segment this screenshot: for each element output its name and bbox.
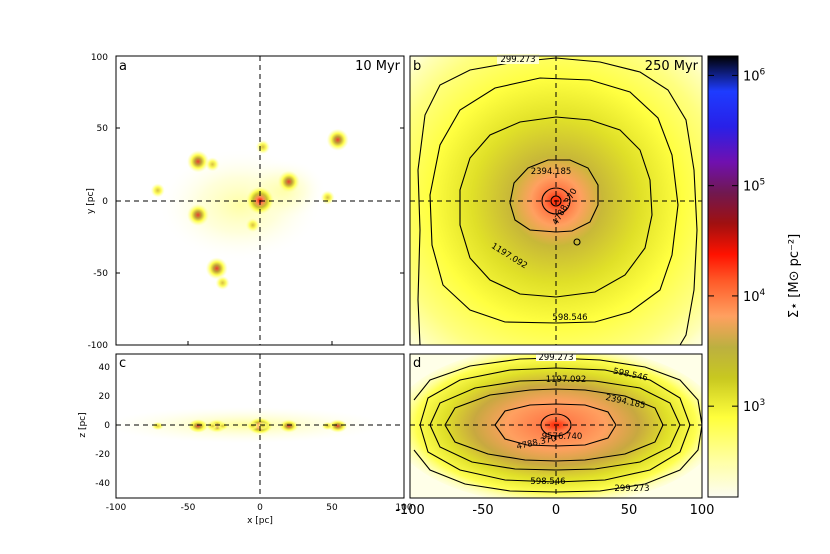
panel-d-frame	[409, 353, 703, 499]
x-tick-label: 100	[690, 503, 715, 518]
clump-4	[205, 257, 228, 280]
y-tick-label: 40	[99, 363, 111, 373]
edge-clump-7	[151, 421, 165, 431]
edge-clump-8	[321, 421, 334, 431]
x-tick-label: 100	[395, 503, 412, 513]
panel-a-ylabel: y [pc]	[86, 188, 96, 214]
panel-c-frame	[115, 353, 405, 499]
panel-c-yticks: 40 20 0 -20 -40	[95, 363, 110, 489]
panel-b-contours	[417, 57, 698, 345]
contour-1197-b	[459, 116, 653, 298]
y-tick-label: -40	[95, 479, 110, 489]
panel-d-xticks: -100 -50 0 50 100	[395, 503, 714, 518]
x-tick-label: 0	[552, 503, 560, 518]
x-tick-label: -50	[181, 503, 196, 513]
colorbar-tick-label: 103	[743, 398, 765, 415]
contour-598-b	[429, 77, 679, 324]
panel-b: 299.273 1197.092 2394.185 4788.370 598.5…	[409, 54, 703, 346]
clump-3	[187, 203, 210, 226]
contour-label: 9576.740	[542, 432, 583, 442]
contour-299-d	[413, 357, 702, 493]
edge-clump-6	[327, 419, 348, 433]
colorbar-ticks: 103 104 105 106	[708, 67, 766, 415]
x-tick-label: 0	[257, 503, 263, 513]
clump-12	[245, 218, 260, 233]
edge-clump-11	[206, 421, 219, 431]
contour-4788-d	[494, 403, 617, 447]
contour-label: 598.546	[552, 313, 587, 323]
edge-clump-9	[216, 421, 229, 431]
x-tick-label: -50	[472, 503, 493, 518]
edge-clump-5	[278, 419, 299, 433]
contour-label: 2394.185	[531, 167, 572, 177]
panel-c: c 40 20 0 -20 -40 -100 -50 0 50 100 x [p…	[78, 353, 413, 526]
panel-b-label: b	[413, 59, 421, 74]
contour-label: 598.546	[530, 477, 565, 487]
clump-7	[150, 183, 165, 198]
panel-a-label: a	[119, 59, 127, 74]
edge-clump-12	[246, 421, 260, 431]
clump-9	[215, 275, 230, 290]
panel-a-clumps	[150, 128, 349, 290]
y-tick-label: 0	[104, 421, 110, 431]
contour-label: 299.273	[614, 484, 649, 494]
panel-c-xlabel: x [pc]	[247, 516, 273, 526]
contour-label: 299.273	[500, 55, 535, 65]
colorbar-tick-label: 106	[743, 67, 766, 84]
panel-a-density	[150, 128, 349, 290]
contour-299-b	[417, 57, 698, 345]
contour-label: 1197.092	[546, 375, 587, 385]
clump-8	[320, 190, 335, 205]
clump-6	[326, 128, 349, 151]
panel-c-density	[116, 407, 385, 443]
panel-a-frame	[115, 55, 405, 346]
panel-b-frame	[409, 55, 703, 346]
y-tick-label: -100	[88, 341, 109, 351]
panel-c-ylabel: z [pc]	[78, 412, 88, 437]
y-tick-label: 0	[102, 197, 108, 207]
contour-clump-b	[573, 238, 581, 246]
panel-b-time: 250 Myr	[645, 59, 699, 74]
panel-a-yticks: 100 50 0 -50 -100	[88, 53, 404, 351]
x-tick-label: 50	[326, 503, 338, 513]
panel-c-clumps	[151, 417, 348, 435]
contour-2394-b	[509, 159, 599, 233]
y-tick-label: -20	[95, 450, 110, 460]
x-tick-label: -100	[106, 503, 127, 513]
colorbar-label: Σ⋆ [M⊙ pc⁻²]	[787, 234, 802, 318]
panel-a: a 10 Myr 100 50 0 -50 -100 y [pc]	[86, 53, 405, 351]
colorbar-tick-label: 105	[743, 178, 765, 195]
clump-2	[187, 150, 210, 173]
panel-a-time: 10 Myr	[355, 59, 401, 74]
contour-label: 299.273	[538, 353, 573, 363]
x-tick-label: 50	[621, 503, 638, 518]
y-tick-label: 100	[91, 53, 108, 63]
x-tick-label: -100	[395, 503, 425, 518]
y-tick-label: 50	[97, 124, 109, 134]
panel-d: 299.273 598.546 1197.092 2394.185 4788.3…	[395, 351, 714, 518]
panel-d-label: d	[413, 356, 421, 371]
clump-11	[205, 157, 220, 172]
colorbar: 103 104 105 106 Σ⋆ [M⊙ pc⁻²]	[707, 55, 802, 498]
panel-c-xticks: -100 -50 0 50 100	[106, 503, 413, 513]
colorbar-gradient	[707, 55, 739, 498]
y-tick-label: 20	[99, 392, 111, 402]
colorbar-tick-label: 104	[743, 288, 766, 305]
y-tick-label: -50	[93, 269, 108, 279]
clump-10	[255, 140, 270, 155]
clump-5	[277, 170, 300, 193]
panel-c-label: c	[119, 356, 126, 371]
edge-clump-3	[188, 419, 208, 433]
